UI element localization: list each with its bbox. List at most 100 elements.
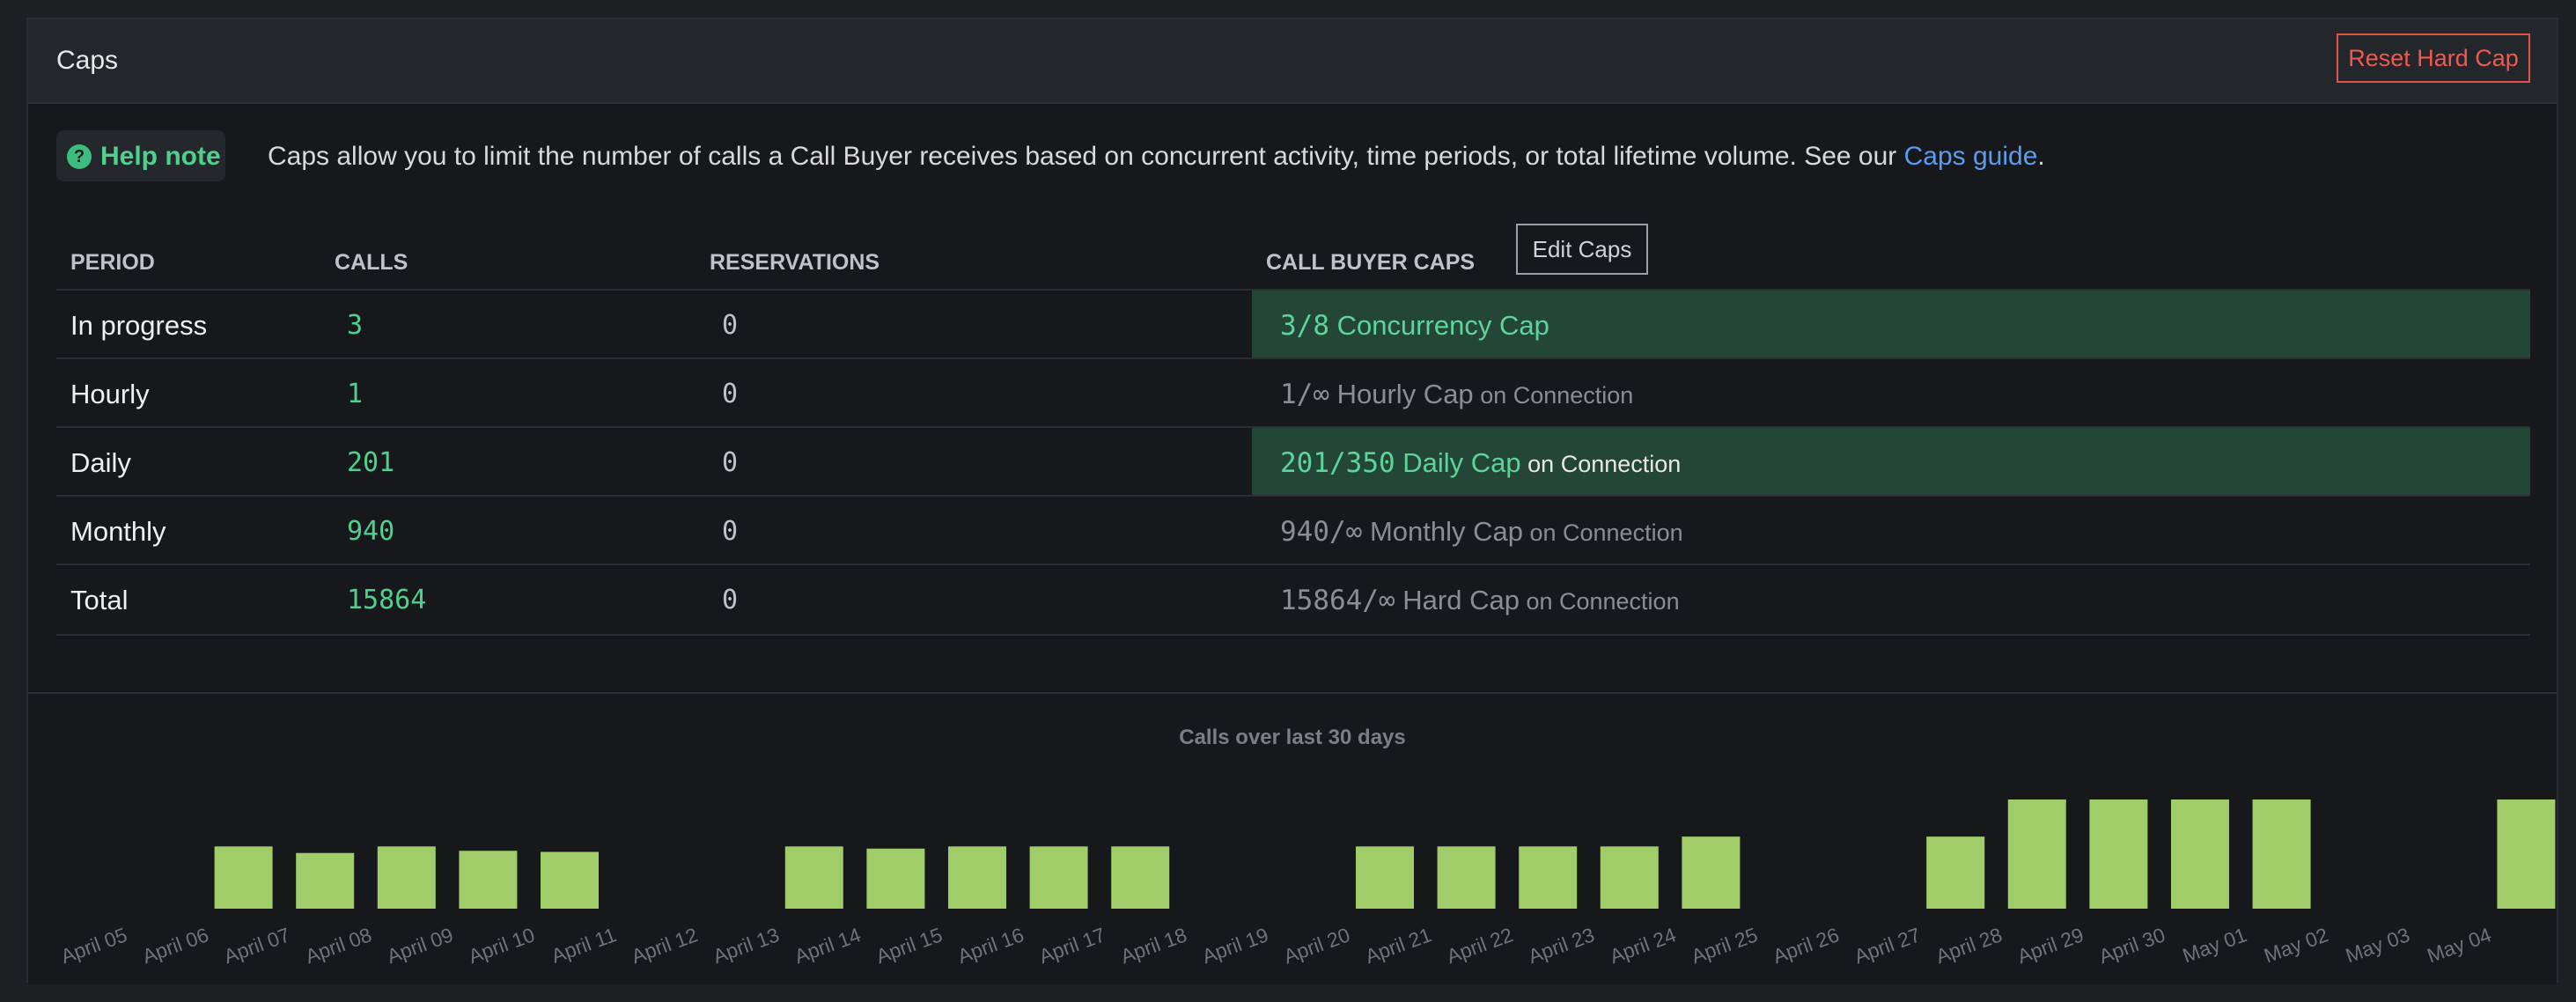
chart-bar: [2171, 799, 2229, 909]
table-row: Daily 201 0 201/350 Daily Cap on Connection: [56, 426, 2530, 497]
x-tick-label: April 21: [1362, 923, 1434, 968]
help-text-body: Caps allow you to limit the number of ca…: [268, 142, 1904, 171]
help-note: ? Help note Caps allow you to limit the …: [56, 130, 2521, 181]
x-tick-label: April 18: [1117, 923, 1189, 968]
x-tick-label: April 19: [1199, 923, 1271, 968]
x-tick-label: April 05: [58, 923, 130, 968]
help-note-label: Help note: [100, 142, 221, 171]
x-tick-label: April 07: [221, 923, 293, 968]
chart-bar: [377, 846, 436, 909]
question-circle-icon: ?: [67, 144, 92, 169]
x-tick-label: April 13: [710, 923, 782, 968]
chart-bar: [459, 851, 518, 909]
chart-bar: [1437, 846, 1496, 909]
cap-value: 1/∞: [1280, 379, 1329, 410]
x-tick-label: April 08: [302, 923, 374, 968]
x-tick-label: May 04: [2424, 923, 2494, 967]
cap-scope: on Connection: [1473, 382, 1634, 409]
cap-highlight: [1252, 291, 2530, 359]
x-tick-label: April 30: [2096, 923, 2168, 968]
cap-scope: on Connection: [1522, 519, 1683, 546]
chart-bar: [948, 846, 1006, 909]
table-row: Hourly 1 0 1/∞ Hourly Cap on Connection: [56, 357, 2530, 428]
chart-bar: [2252, 799, 2311, 909]
calls-chart: Calls over last 30 days April 05 April 06…: [28, 692, 2557, 984]
cell-reservations: 0: [722, 447, 739, 478]
cap-label: Hard Cap: [1395, 585, 1520, 615]
cell-period: Monthly: [70, 516, 166, 547]
x-tick-label: April 09: [384, 923, 456, 968]
chart-bar: [2007, 799, 2066, 909]
help-note-badge: ? Help note: [56, 130, 225, 181]
cell-cap: 940/∞ Monthly Cap on Connection: [1280, 516, 1683, 548]
chart-bar: [541, 851, 599, 909]
cap-value: 201/350: [1280, 447, 1395, 479]
header-reservations: RESERVATIONS: [710, 250, 880, 275]
panel-header: Caps Reset Hard Cap: [28, 19, 2557, 104]
chart-svg: April 05 April 06 April 07 April 08 April 09…: [58, 799, 2556, 968]
x-tick-label: April 12: [629, 923, 701, 968]
chart-bar: [1519, 846, 1578, 909]
caps-guide-link[interactable]: Caps guide: [1903, 142, 2038, 171]
cap-label: Concurrency Cap: [1329, 310, 1549, 341]
chart-bar: [2089, 799, 2148, 909]
x-tick-label: April 22: [1444, 923, 1516, 968]
chart-bar: [1682, 836, 1741, 909]
cell-cap: 15864/∞ Hard Cap on Connection: [1280, 585, 1680, 616]
cell-calls: 1: [347, 379, 364, 409]
x-tick-label: April 24: [1607, 923, 1679, 968]
cap-value: 15864/∞: [1280, 585, 1395, 616]
chart-bar: [784, 846, 843, 909]
chart-bar: [1029, 846, 1088, 909]
cell-period: Hourly: [70, 379, 150, 409]
header-calls: CALLS: [335, 250, 408, 275]
cell-calls: 3: [347, 310, 364, 341]
cell-reservations: 0: [722, 379, 739, 409]
x-tick-label: April 25: [1689, 923, 1761, 968]
caps-panel: Caps Reset Hard Cap ? Help note Caps all…: [26, 18, 2558, 984]
cell-period: Daily: [70, 447, 131, 478]
cell-calls: 201: [347, 447, 395, 478]
cell-cap: 201/350 Daily Cap on Connection: [1280, 447, 1681, 479]
x-tick-label: April 20: [1281, 923, 1353, 968]
cap-label: Hourly Cap: [1329, 379, 1474, 409]
help-text-suffix: .: [2037, 142, 2045, 171]
x-tick-label: April 27: [1851, 923, 1924, 968]
x-tick-label: April 26: [1770, 923, 1842, 968]
header-period: PERIOD: [70, 250, 155, 275]
x-tick-label: April 29: [2014, 923, 2087, 968]
cell-period: Total: [70, 585, 129, 615]
help-note-text: Caps allow you to limit the number of ca…: [268, 142, 2045, 172]
chart-bar: [1356, 846, 1414, 909]
cap-scope: on Connection: [1520, 451, 1682, 477]
chart-bar: [296, 852, 355, 909]
cell-calls: 940: [347, 516, 395, 547]
x-tick-label: May 03: [2343, 923, 2413, 967]
cell-calls: 15864: [347, 585, 427, 615]
x-tick-label: April 15: [873, 923, 946, 968]
cell-reservations: 0: [722, 310, 739, 341]
x-tick-label: April 23: [1525, 923, 1597, 968]
table-row: Monthly 940 0 940/∞ Monthly Cap on Connecti…: [56, 495, 2530, 565]
cap-scope: on Connection: [1519, 588, 1680, 615]
chart-bar: [1111, 846, 1170, 909]
x-tick-label: April 11: [548, 923, 620, 968]
x-tick-label: April 17: [1036, 923, 1108, 968]
x-tick-label: April 14: [791, 923, 864, 968]
panel-title: Caps: [56, 46, 119, 75]
cell-cap: 1/∞ Hourly Cap on Connection: [1280, 379, 1633, 410]
chart-bar: [1600, 846, 1659, 909]
table-row: Total 15864 0 15864/∞ Hard Cap on Connectio…: [56, 564, 2530, 636]
reset-hard-cap-button[interactable]: Reset Hard Cap: [2337, 33, 2530, 83]
cap-highlight: [1252, 428, 2530, 497]
x-tick-label: April 10: [466, 923, 538, 968]
cap-value: 940/∞: [1280, 516, 1363, 548]
edit-caps-button[interactable]: Edit Caps: [1516, 224, 1648, 275]
x-tick-label: April 16: [954, 923, 1027, 968]
chart-bar: [214, 846, 273, 909]
table-row: In progress 3 0 3/8 Concurrency Cap: [56, 289, 2530, 359]
cell-reservations: 0: [722, 516, 739, 547]
chart-title: Calls over last 30 days: [1179, 726, 1406, 749]
cell-period: In progress: [70, 310, 208, 341]
cell-cap: 3/8 Concurrency Cap: [1280, 310, 1549, 342]
